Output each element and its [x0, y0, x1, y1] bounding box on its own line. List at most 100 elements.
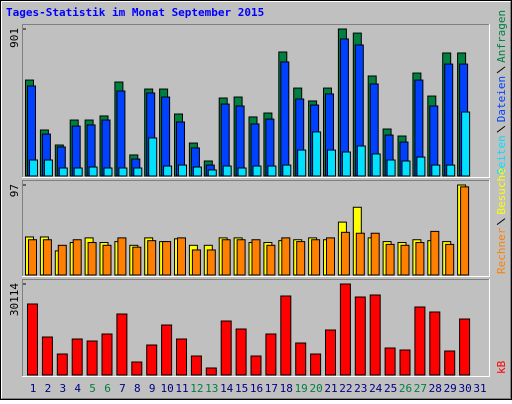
bar	[385, 243, 395, 276]
bar	[117, 237, 127, 276]
x-tick-label: 14	[220, 382, 234, 395]
bar	[252, 165, 262, 177]
x-tick-label: 4	[74, 382, 81, 395]
bar	[235, 328, 247, 376]
bar	[414, 306, 426, 376]
bar	[29, 159, 38, 177]
x-tick-label: 29	[444, 382, 457, 395]
bar	[237, 167, 247, 177]
x-tick-label: 11	[175, 382, 188, 395]
bar	[87, 242, 97, 276]
legend-label: kB	[495, 360, 508, 374]
bar	[280, 61, 290, 177]
bar	[250, 355, 262, 376]
bar	[192, 166, 202, 177]
x-tick-label: 28	[429, 382, 442, 395]
bar	[146, 344, 158, 376]
bar	[459, 318, 471, 376]
bar	[178, 164, 187, 177]
bar	[86, 340, 98, 376]
bar	[295, 342, 307, 376]
bar	[190, 355, 202, 376]
x-tick-label: 18	[280, 382, 293, 395]
bar	[222, 165, 232, 177]
bar	[73, 167, 83, 177]
bar	[221, 239, 231, 276]
bar	[296, 241, 306, 276]
bar	[461, 111, 471, 177]
bar	[416, 156, 426, 177]
bar	[220, 103, 230, 177]
bar	[312, 131, 322, 177]
legend-label: Dateien	[495, 76, 508, 122]
x-tick-label: 26	[399, 382, 412, 395]
bar	[356, 145, 366, 177]
x-tick-label: 12	[190, 382, 203, 395]
bar	[177, 237, 186, 276]
x-tick-label: 16	[250, 382, 263, 395]
x-tick-label: 20	[309, 382, 322, 395]
bar	[327, 149, 336, 177]
bar	[311, 239, 321, 276]
chart-title: Tages-Statistik im Monat September 2015	[6, 6, 264, 19]
bar	[429, 311, 441, 376]
bar	[235, 105, 245, 177]
bar	[355, 232, 365, 276]
bar	[325, 329, 336, 376]
x-tick-label: 23	[354, 382, 367, 395]
bar	[444, 63, 454, 177]
bar	[340, 231, 350, 276]
x-tick-label: 8	[134, 382, 141, 395]
bar	[282, 164, 292, 177]
bar	[102, 244, 112, 276]
bar	[354, 296, 366, 376]
bar	[133, 167, 143, 177]
x-tick-label: 5	[89, 382, 96, 395]
bar	[27, 303, 38, 376]
bar	[446, 164, 456, 177]
bar	[251, 239, 261, 276]
x-tick-label: 7	[119, 382, 126, 395]
bar	[205, 367, 217, 376]
bar	[341, 151, 351, 177]
legend-label: Besuche	[495, 168, 508, 214]
y-tick-label: 30114	[8, 283, 21, 316]
x-tick-label: 30	[458, 382, 471, 395]
bar	[28, 239, 37, 276]
x-tick-label: 27	[414, 382, 427, 395]
y-tick-label: 97	[8, 184, 21, 197]
bar	[281, 237, 291, 276]
bar	[42, 239, 52, 276]
x-tick-label: 1	[30, 382, 37, 395]
bar	[444, 350, 456, 376]
bar	[148, 137, 158, 177]
bar	[369, 294, 381, 376]
bar	[163, 165, 173, 177]
legend-label: Seiten	[495, 135, 508, 175]
bar	[191, 249, 201, 276]
bar	[445, 243, 455, 276]
x-tick-label: 3	[59, 382, 66, 395]
legend-label: Rechner	[495, 227, 508, 274]
x-tick-label: 25	[384, 382, 397, 395]
bar	[266, 244, 276, 276]
x-tick-label: 21	[324, 382, 337, 395]
bar	[460, 186, 470, 276]
x-tick-label: 15	[235, 382, 248, 395]
x-tick-label: 13	[205, 382, 218, 395]
bar	[131, 361, 143, 376]
bar	[401, 160, 411, 177]
x-tick-label: 24	[369, 382, 383, 395]
bar	[297, 149, 307, 177]
bar	[147, 240, 157, 276]
x-tick-label: 9	[149, 382, 156, 395]
bar	[57, 244, 67, 276]
bar	[116, 90, 126, 177]
x-tick-label: 31	[473, 382, 486, 395]
bar	[386, 159, 396, 177]
bar	[236, 239, 246, 276]
bar	[267, 165, 277, 177]
bar	[206, 249, 216, 276]
bar	[72, 239, 82, 276]
